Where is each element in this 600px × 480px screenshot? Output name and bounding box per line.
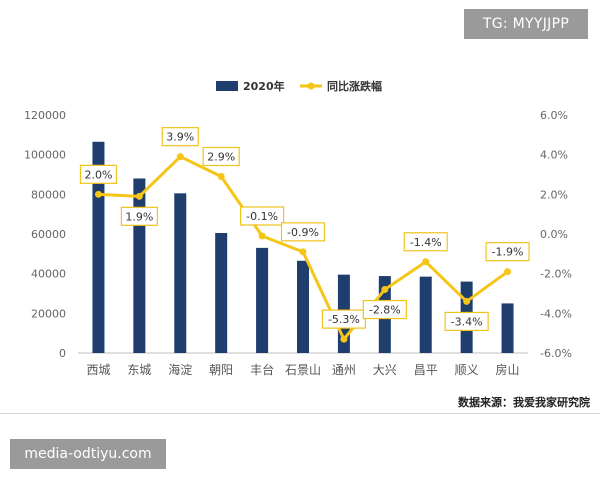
y-left-tick-label: 20000 [31, 307, 66, 320]
y-left-tick-label: 40000 [31, 268, 66, 281]
line-point [422, 258, 430, 266]
data-label-box [485, 242, 530, 262]
y-right-tick-label: 2.0% [540, 188, 568, 201]
y-left-tick-label: 60000 [31, 228, 66, 241]
line-point [463, 297, 471, 305]
line-point [217, 172, 225, 180]
line-point [340, 335, 348, 343]
x-tick-label: 西城 [86, 363, 110, 377]
data-label: -2.8% [369, 304, 401, 317]
line-point [504, 268, 512, 276]
watermark-bottom: media-odtiyu.com [10, 439, 166, 469]
y-left-tick-label: 120000 [24, 109, 66, 122]
data-label: 2.0% [84, 168, 112, 181]
data-label-box [161, 127, 199, 147]
line-point [94, 190, 102, 198]
bar [174, 193, 187, 353]
x-tick-label: 石景山 [285, 363, 321, 377]
y-right-tick-label: -6.0% [540, 347, 572, 360]
data-label: 3.9% [166, 131, 194, 144]
data-label-box [239, 206, 285, 226]
line-point [135, 192, 143, 200]
data-label-box [120, 206, 158, 226]
data-label: -0.9% [287, 226, 319, 239]
legend-line-marker [307, 82, 315, 90]
line-point [176, 153, 184, 161]
data-label-box [362, 299, 407, 320]
data-label: -1.9% [492, 246, 524, 259]
data-label: -3.4% [451, 315, 483, 328]
line-point [258, 232, 266, 240]
line-point [299, 248, 307, 256]
data-label: -0.1% [246, 210, 278, 223]
chart-panel: 0 20000 40000 60000 80000 100000 120000 -6.0% -4… [0, 62, 600, 414]
data-label: -1.4% [410, 236, 442, 249]
x-tick-label: 房山 [496, 362, 520, 377]
x-tick-label: 大兴 [373, 363, 397, 377]
bar [297, 260, 309, 353]
x-tick-label: 昌平 [414, 363, 438, 377]
data-label: -5.3% [328, 313, 360, 326]
bar [215, 233, 228, 353]
watermark-top: TG: MYYJJPP [464, 9, 588, 39]
data-label-box [403, 232, 448, 252]
y-right-tick-label: -4.0% [540, 307, 572, 320]
data-label-box [202, 146, 240, 167]
x-tick-label: 海淀 [168, 362, 192, 377]
data-label-box [444, 311, 489, 332]
y-left-tick-label: 0 [59, 347, 66, 360]
legend-label: 2020年 [243, 79, 285, 93]
x-tick-label: 朝阳 [209, 363, 233, 377]
y-left-tick-label: 100000 [24, 149, 66, 162]
divider [0, 413, 600, 414]
legend-bar-swatch [216, 81, 238, 91]
data-label-box [280, 222, 326, 242]
data-label: 2.9% [207, 150, 235, 163]
x-tick-label: 丰台 [250, 362, 274, 377]
y-right-tick-label: 6.0% [540, 109, 568, 122]
x-tick-label: 顺义 [455, 363, 479, 377]
line-point [381, 286, 389, 294]
bar [133, 178, 146, 353]
y-left-tick-label: 80000 [31, 188, 66, 201]
x-tick-label: 通州 [332, 363, 356, 377]
y-right-tick-label: -2.0% [540, 268, 572, 281]
bar [501, 303, 514, 353]
source-note: 数据来源：我爱我家研究院 [458, 396, 590, 409]
data-label: 1.9% [125, 210, 153, 223]
combo-chart: 0 20000 40000 60000 80000 100000 120000 -6.0% -4… [24, 79, 572, 377]
y-right-tick-label: 0.0% [540, 228, 568, 241]
bar [419, 276, 432, 353]
legend-label: 同比涨跌幅 [327, 79, 382, 93]
data-label-box [79, 164, 118, 184]
x-tick-label: 东城 [127, 363, 151, 377]
y-right-tick-label: 4.0% [540, 149, 568, 162]
bar [256, 247, 269, 353]
